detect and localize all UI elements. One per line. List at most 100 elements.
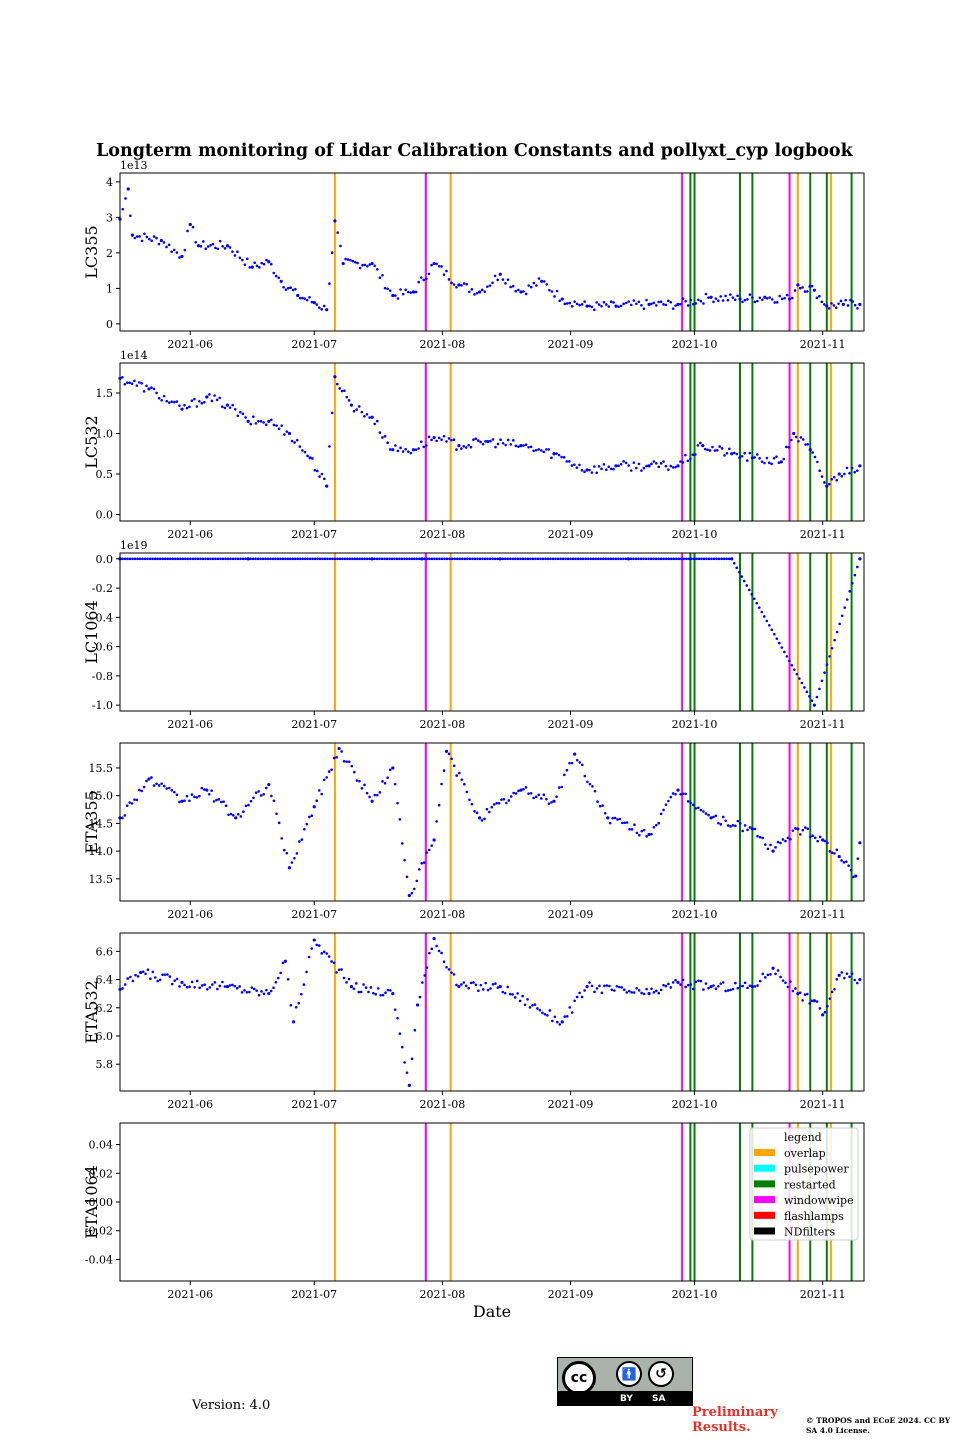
data-point [776, 969, 780, 972]
data-point [858, 977, 862, 982]
data-point [272, 271, 276, 275]
data-point [748, 293, 752, 296]
data-point [463, 782, 466, 786]
data-point [623, 821, 627, 825]
data-point [702, 810, 705, 813]
data-point [349, 403, 354, 407]
data-point [328, 282, 331, 285]
data-point [209, 557, 212, 561]
data-point [509, 443, 513, 446]
data-point [360, 410, 364, 414]
data-point [244, 557, 247, 561]
data-point [667, 799, 670, 803]
x-tick-label: 2021-06 [167, 1288, 213, 1301]
data-point [813, 836, 817, 840]
data-point [308, 815, 311, 819]
data-point [373, 264, 377, 268]
data-point [178, 404, 181, 407]
data-point [667, 982, 670, 986]
data-point [840, 474, 844, 478]
data-point [538, 1008, 542, 1012]
data-point [704, 982, 708, 985]
data-point [671, 466, 675, 469]
data-point [637, 462, 641, 466]
data-point [437, 949, 441, 953]
data-point [546, 1014, 549, 1017]
y-tick-label: -0.2 [92, 582, 113, 595]
data-point [575, 302, 579, 306]
data-point [555, 289, 559, 293]
data-point [310, 300, 314, 304]
data-point [704, 292, 708, 296]
data-point [734, 824, 737, 828]
data-point [600, 467, 603, 471]
data-point [830, 477, 834, 481]
data-point [750, 827, 755, 831]
data-point [250, 986, 254, 989]
data-point [564, 557, 567, 561]
data-point [512, 439, 515, 442]
data-point [157, 396, 161, 400]
data-point [563, 773, 566, 777]
data-point [491, 557, 494, 561]
data-point [541, 557, 545, 561]
data-point [440, 438, 443, 442]
data-point [775, 455, 778, 458]
data-point [121, 816, 124, 820]
data-point [557, 453, 561, 457]
data-point [417, 280, 420, 284]
data-point [395, 557, 399, 561]
data-point [198, 399, 201, 403]
data-point [760, 610, 764, 614]
data-point [674, 465, 677, 469]
data-point [835, 848, 839, 852]
data-point [262, 262, 266, 266]
data-point [536, 557, 540, 561]
data-point [460, 284, 463, 287]
data-point [507, 799, 511, 802]
data-point [141, 970, 145, 974]
data-point [553, 1015, 557, 1019]
data-point [216, 987, 219, 991]
data-point [640, 304, 643, 307]
cc-license-badge[interactable]: cc 🚹 ↺ BY SA [557, 1357, 693, 1406]
data-point [758, 979, 762, 983]
legend-swatch [754, 1149, 775, 1156]
data-point [216, 247, 220, 251]
data-point [277, 427, 281, 431]
data-point [131, 557, 134, 561]
data-point [840, 971, 844, 974]
data-point [727, 557, 731, 561]
y-tick-label: 0.0 [96, 553, 114, 566]
data-point [524, 557, 527, 561]
data-point [298, 840, 301, 843]
data-point [645, 298, 648, 302]
data-point [498, 557, 502, 561]
data-point [252, 796, 255, 800]
data-point [376, 419, 379, 423]
data-point [370, 799, 374, 803]
data-point [139, 970, 143, 975]
data-point [821, 1013, 825, 1017]
data-point [702, 557, 706, 561]
data-point [462, 444, 466, 448]
x-tick-label: 2021-09 [548, 908, 594, 921]
data-point [719, 982, 723, 985]
x-tick-label: 2021-11 [800, 1288, 846, 1301]
panel-lc355 [116, 172, 865, 335]
data-point [560, 785, 564, 789]
data-point [709, 985, 713, 989]
data-point [637, 557, 640, 561]
data-point [767, 461, 771, 464]
data-point [558, 299, 561, 303]
data-point [842, 861, 846, 864]
data-point [784, 981, 787, 985]
data-point [239, 815, 243, 818]
data-point [301, 557, 304, 561]
data-point [545, 797, 548, 801]
data-point [294, 287, 297, 291]
data-point [386, 776, 389, 780]
data-point [728, 447, 731, 451]
data-point [306, 454, 309, 458]
data-point [249, 557, 252, 561]
